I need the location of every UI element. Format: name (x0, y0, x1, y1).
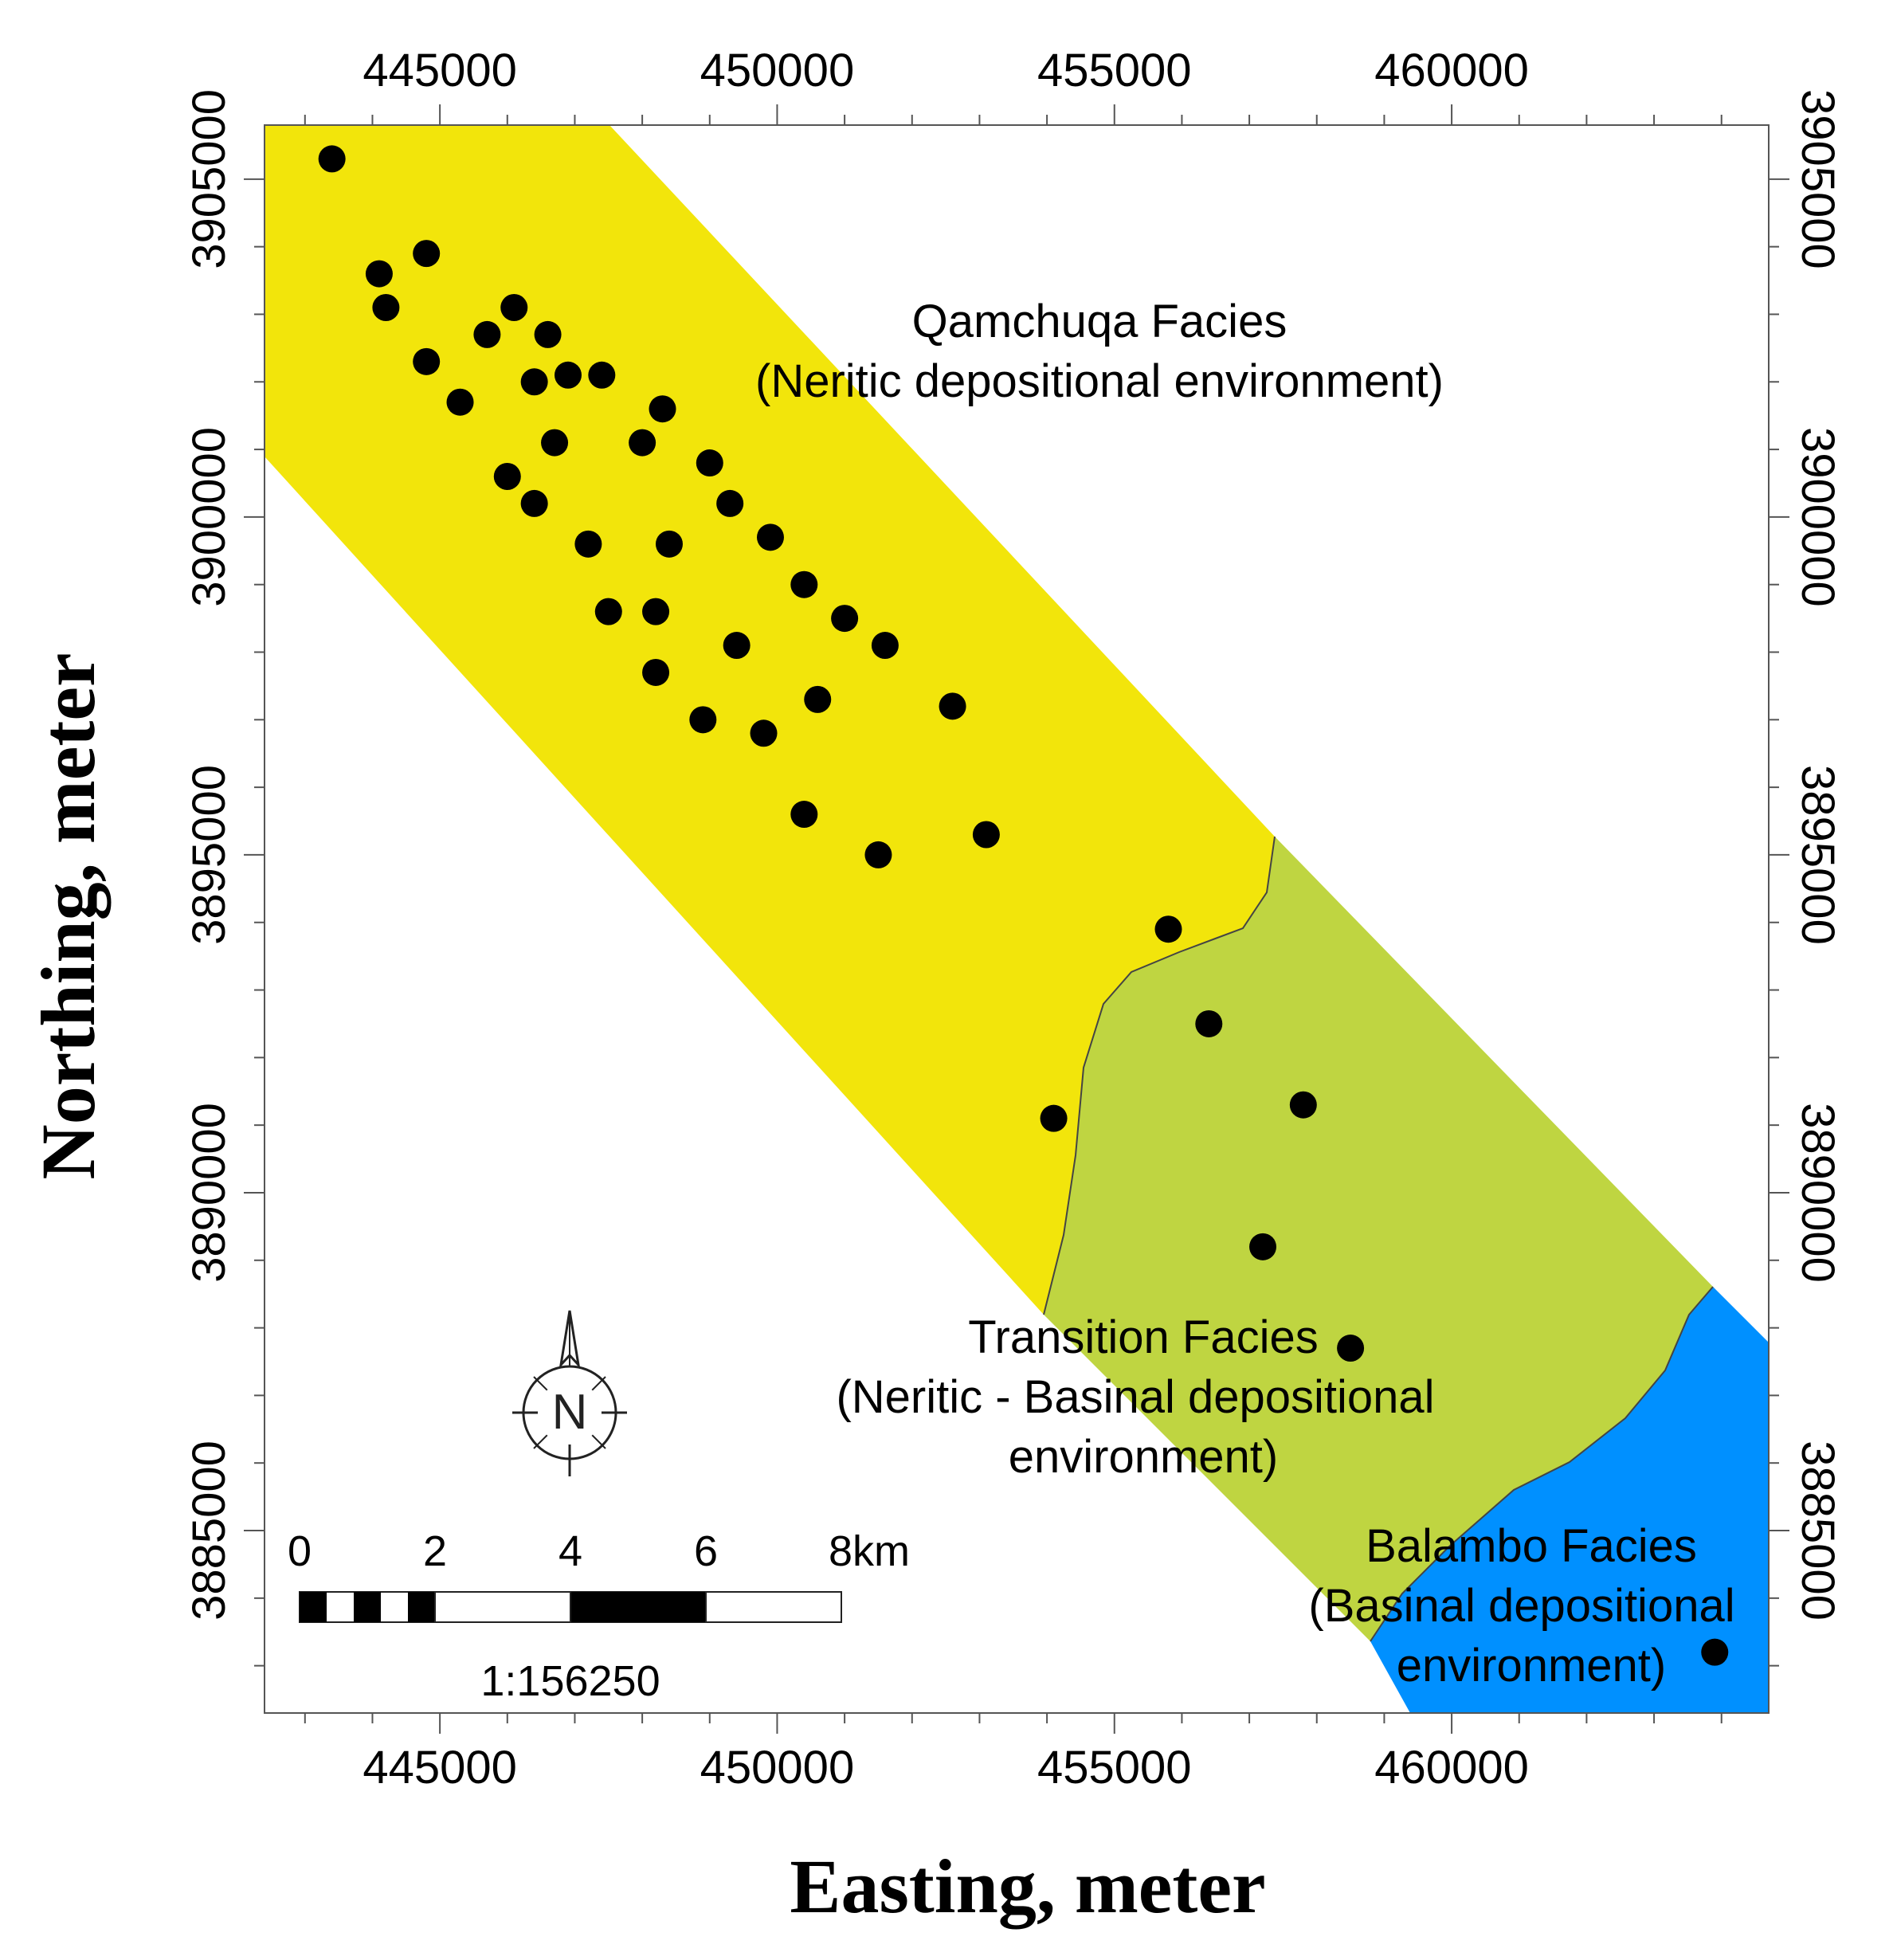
y-tick-label-right: 3885000 (1792, 1441, 1844, 1621)
scale-bar-seg-4 (570, 1592, 706, 1622)
axis-ticks (244, 104, 1789, 1734)
well-point-18 (574, 530, 602, 558)
x-tick-label-top: 455000 (1037, 45, 1192, 96)
well-point-43 (1701, 1638, 1729, 1666)
well-point-1 (318, 145, 346, 173)
scale-label-0: 0 (288, 1527, 312, 1575)
map-area (265, 125, 1769, 1713)
well-point-31 (831, 605, 859, 633)
y-tick-label-left: 3905000 (183, 89, 235, 269)
x-tick-labels-top: 445000 450000 455000 460000 (363, 45, 1529, 96)
y-tick-label-right: 3905000 (1792, 89, 1844, 269)
north-arrow-inner (538, 1381, 602, 1445)
y-tick-labels-right: 3905000 3900000 3895000 3890000 3885000 (1792, 89, 1844, 1621)
well-point-9 (534, 320, 562, 348)
north-arrow-letter: N (552, 1385, 588, 1440)
scale-bar-seg-2 (354, 1592, 381, 1622)
qamchuqa-facies-region (265, 125, 1275, 1315)
well-point-20 (642, 598, 670, 625)
qamchuqa-facies-description: (Neritic depositional environment) (755, 355, 1444, 407)
x-tick-label-bottom: 460000 (1374, 1742, 1529, 1793)
well-point-19 (594, 598, 622, 625)
y-tick-label-right: 3900000 (1792, 427, 1844, 607)
well-point-23 (696, 449, 723, 477)
well-point-26 (756, 523, 784, 551)
balambo-facies-description-line2: environment) (1397, 1640, 1666, 1691)
scale-bar-seg-1 (300, 1592, 327, 1622)
well-point-12 (588, 361, 616, 389)
x-tick-label-bottom: 455000 (1037, 1742, 1192, 1793)
x-tick-label-top: 445000 (363, 45, 517, 96)
well-points (318, 145, 1729, 1666)
scale-ratio: 1:156250 (480, 1657, 660, 1705)
scale-bar: 0 2 4 6 8km 1:156250 (288, 1527, 910, 1705)
qamchuqa-facies-label: Qamchuqa Facies (912, 296, 1287, 347)
well-point-13 (493, 463, 521, 491)
well-point-42 (1337, 1335, 1365, 1362)
well-point-8 (500, 293, 528, 321)
well-point-15 (541, 429, 569, 457)
well-point-24 (716, 489, 744, 517)
well-point-30 (804, 685, 832, 713)
well-point-37 (1040, 1104, 1068, 1132)
transition-facies-region (1044, 837, 1713, 1641)
well-point-16 (629, 429, 656, 457)
well-point-40 (1289, 1091, 1317, 1119)
y-tick-label-left: 3885000 (183, 1441, 235, 1621)
well-point-41 (1249, 1233, 1277, 1260)
y-tick-label-left: 3900000 (183, 427, 235, 607)
y-tick-label-left: 3890000 (183, 1103, 235, 1283)
well-point-6 (446, 388, 474, 416)
x-tick-label-bottom: 445000 (363, 1742, 517, 1793)
y-axis-title: Northing, meter (25, 653, 111, 1179)
scale-label-2: 2 (423, 1527, 447, 1575)
y-tick-labels-left: 3905000 3900000 3895000 3890000 3885000 (183, 89, 235, 1621)
y-tick-label-right: 3895000 (1792, 765, 1844, 945)
transition-balambo-boundary (1370, 1286, 1714, 1642)
well-point-2 (365, 260, 393, 288)
well-point-25 (723, 632, 751, 660)
transition-facies-description-line1: (Neritic - Basinal depositional (836, 1371, 1434, 1423)
balambo-facies-label: Balambo Facies (1366, 1520, 1697, 1572)
x-tick-labels-bottom: 445000 450000 455000 460000 (363, 1742, 1529, 1793)
x-tick-label-bottom: 450000 (700, 1742, 855, 1793)
well-point-28 (750, 719, 778, 747)
well-point-27 (689, 706, 717, 734)
well-point-11 (554, 361, 582, 389)
scale-label-6: 6 (694, 1527, 718, 1575)
x-tick-label-top: 450000 (700, 45, 855, 96)
well-point-32 (871, 632, 899, 660)
well-point-34 (864, 841, 892, 868)
qamchuqa-transition-boundary (1043, 836, 1276, 1315)
well-point-4 (413, 240, 441, 268)
well-point-3 (372, 293, 400, 321)
x-axis-title: Easting, meter (790, 1844, 1265, 1929)
map-frame (264, 124, 1770, 1714)
well-point-29 (790, 570, 818, 598)
balambo-facies-description-line1: (Basinal depositional (1308, 1580, 1734, 1632)
well-point-14 (520, 489, 548, 517)
well-point-36 (972, 821, 1000, 849)
scale-bar-seg-3 (408, 1592, 435, 1622)
well-point-39 (1195, 1009, 1223, 1037)
balambo-facies-region (1370, 1287, 1769, 1713)
north-arrow: N (512, 1310, 627, 1476)
well-point-38 (1154, 915, 1182, 943)
well-point-17 (649, 395, 676, 423)
scale-label-4: 4 (558, 1527, 582, 1575)
y-tick-label-right: 3890000 (1792, 1103, 1844, 1283)
y-tick-label-left: 3895000 (183, 765, 235, 945)
transition-facies-label: Transition Facies (968, 1311, 1318, 1363)
well-point-35 (939, 692, 966, 720)
transition-facies-description-line2: environment) (1009, 1431, 1278, 1483)
scale-label-8km: 8km (829, 1527, 910, 1575)
well-point-33 (790, 801, 818, 829)
x-tick-label-top: 460000 (1374, 45, 1529, 96)
well-point-7 (473, 320, 501, 348)
well-point-10 (520, 368, 548, 396)
well-point-5 (413, 347, 441, 375)
well-point-21 (655, 530, 683, 558)
well-point-22 (642, 658, 670, 686)
